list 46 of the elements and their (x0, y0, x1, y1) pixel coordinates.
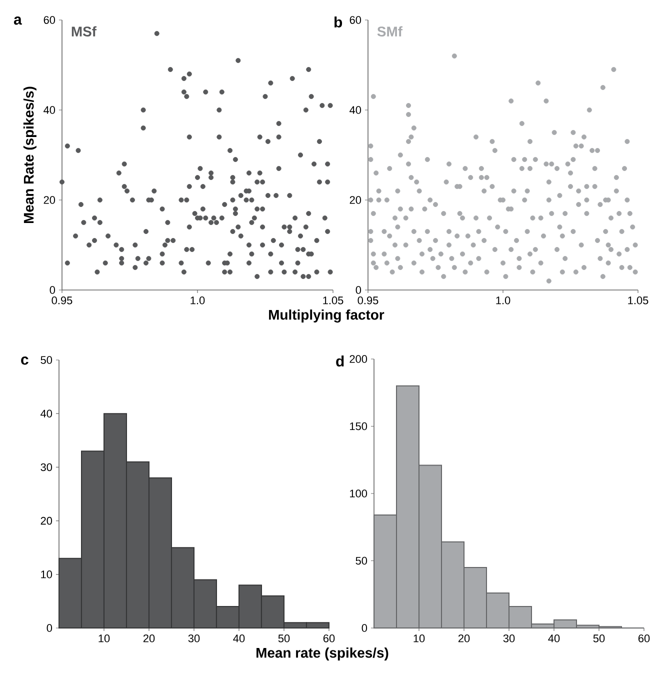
y-tick-label: 60 (44, 16, 55, 24)
y-axis-title: Mean Rate (spikes/s) (23, 86, 36, 224)
x-tick-label: 20 (458, 634, 470, 642)
y-tick-label: 0 (46, 624, 52, 632)
x-tick-label: 30 (503, 634, 514, 642)
x-axis-title: Multiplying factor (268, 310, 384, 323)
x-tick-label: 1.05 (628, 296, 648, 304)
x-tick-label: 60 (323, 634, 334, 642)
y-tick-label: 10 (40, 570, 52, 578)
chart-title: b (334, 16, 342, 28)
text: MSf (72, 26, 96, 36)
y-tick-label: 0 (50, 286, 55, 294)
y-tick-label: 200 (350, 355, 367, 363)
x-tick-label: 50 (278, 634, 290, 642)
y-tick-label: 50 (356, 556, 367, 565)
y-tick-label: 40 (349, 106, 361, 114)
y-tick-label: 0 (356, 286, 361, 294)
chart-title: d (336, 356, 344, 367)
y-tick-label: 60 (350, 16, 361, 24)
y-tick-label: 40 (40, 410, 52, 418)
y-tick-label: 30 (40, 463, 52, 472)
y-tick-label: 20 (40, 516, 52, 525)
chart-title: a (14, 16, 22, 25)
x-tick-label: 50 (593, 634, 604, 642)
y-tick-label: 50 (40, 356, 52, 364)
x-tick-label: 1.0 (496, 296, 510, 304)
y-tick-label: 100 (350, 490, 367, 498)
x-tick-label: 1.05 (322, 296, 343, 304)
y-tick-label: 20 (350, 196, 361, 204)
x-tick-label: 30 (188, 634, 200, 642)
x-tick-label: 1.0 (190, 296, 204, 304)
text: SMf (377, 26, 402, 36)
x-tick-label: 40 (548, 634, 560, 642)
x-tick-label: 20 (143, 634, 154, 642)
x-tick-label: 60 (638, 634, 650, 642)
x-tick-label: 40 (232, 634, 244, 642)
x-axis-title: Mean rate (spikes/s) (256, 648, 388, 661)
y-tick-label: 0 (362, 624, 367, 632)
chart-title: c (20, 356, 28, 365)
x-tick-label: 10 (414, 634, 424, 642)
y-tick-label: 20 (44, 196, 55, 204)
x-tick-label: 0.95 (52, 296, 72, 304)
x-tick-label: 10 (98, 634, 110, 642)
y-tick-label: 150 (350, 422, 367, 430)
y-tick-label: 40 (43, 106, 55, 114)
x-tick-label: 0.95 (358, 296, 378, 304)
